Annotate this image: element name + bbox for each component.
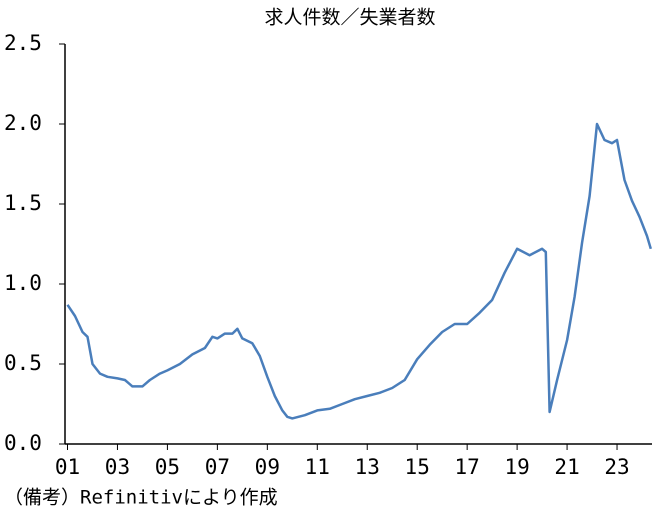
- y-tick-label: 2.5: [4, 31, 42, 55]
- chart-title: 求人件数／失業者数: [264, 7, 435, 29]
- y-tick-label: 0.0: [4, 431, 42, 455]
- x-tick-label: 21: [554, 455, 579, 479]
- x-tick-label: 05: [155, 455, 180, 479]
- x-tick-label: 07: [205, 455, 230, 479]
- x-tick-label: 15: [405, 455, 430, 479]
- y-tick-label: 1.5: [4, 191, 42, 215]
- x-tick-label: 09: [255, 455, 280, 479]
- y-tick-label: 2.0: [4, 111, 42, 135]
- x-tick-label: 13: [355, 455, 380, 479]
- x-tick-label: 11: [305, 455, 330, 479]
- x-tick-label: 23: [604, 455, 629, 479]
- x-tick-label: 03: [105, 455, 130, 479]
- x-tick-label: 01: [55, 455, 80, 479]
- y-tick-label: 1.0: [4, 271, 42, 295]
- x-tick-label: 19: [504, 455, 529, 479]
- data-line: [66, 122, 652, 420]
- x-tick-label: 17: [455, 455, 480, 479]
- y-tick-label: 0.5: [4, 351, 42, 375]
- source-note: （備考）Refinitivにより作成: [4, 487, 278, 509]
